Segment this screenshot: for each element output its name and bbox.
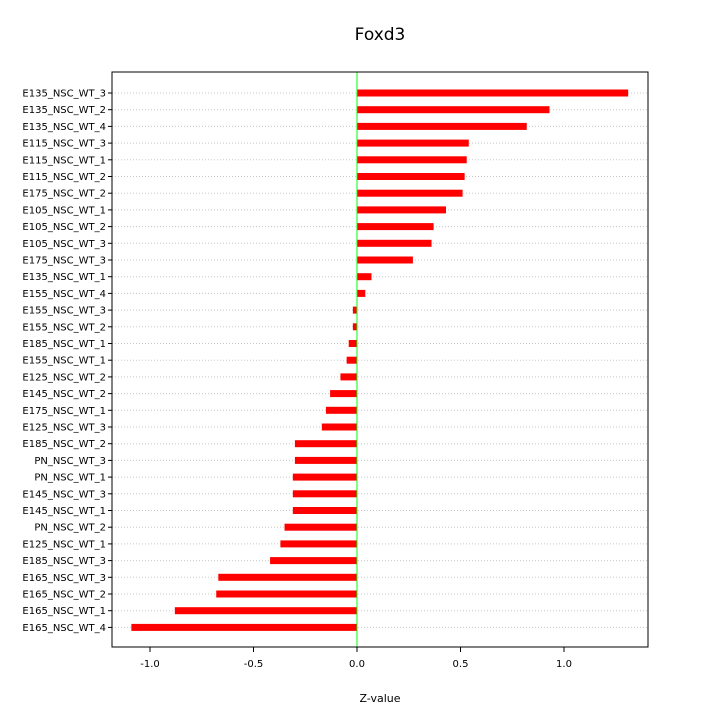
bar-e165-nsc-wt-2 (216, 590, 357, 598)
category-label: E145_NSC_WT_1 (22, 506, 106, 517)
category-label: E105_NSC_WT_3 (22, 239, 106, 250)
category-label: E165_NSC_WT_1 (22, 606, 106, 617)
category-label: E155_NSC_WT_1 (22, 356, 106, 367)
category-label: E185_NSC_WT_1 (22, 339, 106, 350)
x-axis: -1.0 -0.5 0.0 0.5 1.0 (140, 647, 572, 670)
bar-e155-nsc-wt-3 (352, 306, 357, 314)
category-label: E185_NSC_WT_2 (22, 439, 106, 450)
category-label: E115_NSC_WT_2 (22, 172, 106, 183)
category-label: E155_NSC_WT_4 (22, 289, 106, 300)
bar-e185-nsc-wt-2 (294, 440, 357, 448)
bar-e125-nsc-wt-1 (280, 540, 357, 548)
category-label: E155_NSC_WT_3 (22, 306, 106, 317)
category-label: E115_NSC_WT_3 (22, 139, 106, 150)
bar-e175-nsc-wt-3 (357, 256, 413, 264)
x-axis-title: Z-value (359, 692, 400, 705)
category-label: E175_NSC_WT_1 (22, 406, 106, 417)
category-label: E145_NSC_WT_3 (22, 489, 106, 500)
bar-e135-nsc-wt-1 (357, 273, 372, 281)
category-label: E125_NSC_WT_3 (22, 423, 106, 434)
bar-e135-nsc-wt-2 (357, 106, 550, 114)
bars (131, 89, 629, 631)
bar-e115-nsc-wt-2 (357, 173, 465, 180)
category-label: E125_NSC_WT_1 (22, 539, 106, 550)
bar-e115-nsc-wt-3 (357, 139, 469, 147)
bar-e115-nsc-wt-1 (357, 156, 467, 164)
plot-frame (111, 71, 649, 648)
bar-e105-nsc-wt-3 (357, 239, 432, 247)
category-label: E155_NSC_WT_2 (22, 322, 106, 333)
category-label: E105_NSC_WT_1 (22, 205, 106, 216)
bar-e145-nsc-wt-2 (330, 390, 357, 398)
category-label: E135_NSC_WT_4 (22, 122, 106, 133)
bar-pn-nsc-wt-1 (292, 473, 357, 481)
bar-e165-nsc-wt-3 (218, 573, 357, 581)
bar-e175-nsc-wt-1 (325, 406, 357, 414)
x-tick-label: 0.5 (453, 659, 469, 670)
chart-title: Foxd3 (355, 25, 406, 45)
category-label: E105_NSC_WT_2 (22, 222, 106, 233)
bar-e145-nsc-wt-3 (292, 490, 357, 498)
category-label: E165_NSC_WT_4 (22, 623, 106, 634)
bar-e185-nsc-wt-1 (348, 340, 357, 347)
bar-e175-nsc-wt-2 (357, 189, 463, 197)
category-label: E165_NSC_WT_3 (22, 573, 106, 584)
category-labels: E135_NSC_WT_3 E135_NSC_WT_2 E135_NSC_WT_4 E… (22, 89, 112, 634)
category-label: E135_NSC_WT_2 (22, 105, 106, 116)
category-label: E145_NSC_WT_2 (22, 389, 106, 400)
bar-pn-nsc-wt-3 (294, 456, 357, 464)
bar-e125-nsc-wt-2 (340, 373, 357, 381)
x-tick-label: 0.0 (349, 659, 365, 670)
category-label: E135_NSC_WT_3 (22, 89, 106, 100)
bar-e105-nsc-wt-2 (357, 223, 434, 231)
category-label: PN_NSC_WT_1 (34, 473, 106, 484)
category-label: E175_NSC_WT_2 (22, 189, 106, 200)
category-label: E135_NSC_WT_1 (22, 272, 106, 283)
bar-e125-nsc-wt-3 (321, 423, 357, 431)
x-tick-label: -1.0 (140, 659, 160, 670)
bar-e165-nsc-wt-4 (131, 623, 357, 631)
bar-e145-nsc-wt-1 (292, 507, 357, 514)
category-label: E115_NSC_WT_1 (22, 155, 106, 166)
category-label: E175_NSC_WT_3 (22, 256, 106, 267)
bar-pn-nsc-wt-2 (284, 523, 357, 531)
bar-e155-nsc-wt-2 (352, 323, 357, 331)
bar-e185-nsc-wt-3 (270, 557, 357, 565)
bar-e155-nsc-wt-4 (357, 289, 366, 297)
bar-e135-nsc-wt-4 (357, 122, 527, 130)
category-label: PN_NSC_WT_3 (34, 456, 106, 467)
category-label: E165_NSC_WT_2 (22, 590, 106, 601)
category-label: PN_NSC_WT_2 (34, 523, 106, 534)
bar-e105-nsc-wt-1 (357, 206, 447, 214)
x-tick-label: -0.5 (244, 659, 264, 670)
x-tick-label: 1.0 (556, 659, 572, 670)
category-label: E125_NSC_WT_2 (22, 372, 106, 383)
bar-e135-nsc-wt-3 (357, 89, 629, 97)
bar-e165-nsc-wt-1 (174, 607, 357, 615)
category-label: E185_NSC_WT_3 (22, 556, 106, 567)
bar-e155-nsc-wt-1 (346, 356, 357, 364)
